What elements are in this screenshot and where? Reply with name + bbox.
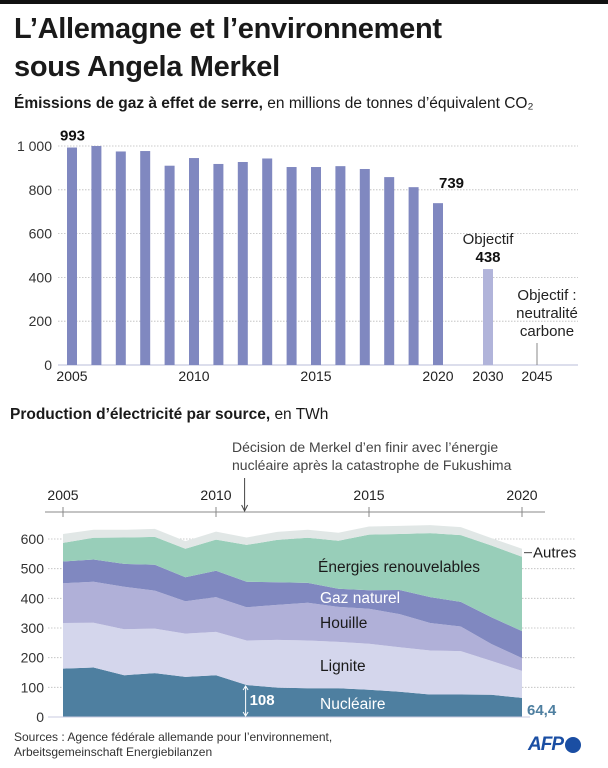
bar-2017 (359, 168, 370, 365)
y-tick-label: 500 (21, 561, 45, 577)
y-tick-label: 600 (29, 226, 53, 242)
neutrality-annotation-line: neutralité (516, 305, 578, 322)
y-tick-label: 600 (21, 531, 45, 547)
y-tick-label: 200 (29, 313, 53, 329)
fukushima-annotation-line-2: nucléaire après la catastrophe de Fukush… (232, 457, 512, 473)
data-label-2020: 739 (439, 175, 464, 192)
electricity-area-chart: 2005 2010 2015 2020 0 100 200 300 400 500 600 Nuclé… (21, 478, 576, 725)
x-tick-label: 2010 (178, 368, 209, 384)
area-houille (63, 581, 522, 671)
sources-line-1: Sources : Agence fédérale allemande pour… (14, 730, 333, 744)
y-tick-label: 100 (21, 679, 45, 695)
y-tick-label: 0 (44, 357, 52, 373)
data-label-nuclear-2020: 64,4 (527, 702, 557, 719)
area-lignite (63, 622, 522, 698)
series-label: Nucléaire (320, 696, 385, 713)
emissions-bar-chart: 0 200 400 600 800 1 000 2005 2010 2015 2020 2030 20… (17, 128, 578, 384)
measure-arrow-up-icon (242, 685, 249, 691)
afp-logo-text: AFP (528, 734, 564, 755)
fukushima-annotation-line-1: Décision de Merkel d’en finir avec l’éne… (232, 439, 499, 455)
sources-line-2: Arbeitsgemeinschaft Energiebilanzen (14, 745, 213, 759)
y-tick-label: 800 (29, 182, 53, 198)
series-label-autres: Autres (533, 545, 576, 562)
x-tick-label: 2005 (56, 368, 87, 384)
bar-2009 (164, 165, 175, 365)
emissions-title-bold: Émissions de gaz à effet de serre, (14, 95, 263, 112)
series-label: Énergies renouvelables (318, 559, 480, 576)
bar-2015 (311, 167, 321, 365)
electricity-chart-title: Production d’électricité par source, en … (10, 406, 328, 424)
data-label-nuclear-2011: 108 (250, 692, 275, 709)
bar-2013 (262, 158, 273, 365)
x-tick-label: 2010 (200, 487, 231, 503)
bar-2011 (213, 163, 224, 365)
bar-2005 (67, 147, 77, 365)
bar-2019 (408, 187, 419, 365)
x-tick-label: 2005 (47, 487, 78, 503)
y-tick-label: 1 000 (17, 138, 52, 154)
y-tick-label: 300 (21, 620, 45, 636)
electricity-title-bold: Production d’électricité par source, (10, 406, 271, 423)
bar-2008 (140, 151, 151, 365)
x-tick-label: 2020 (422, 368, 453, 384)
x-tick-label: 2015 (353, 487, 384, 503)
data-label-2005: 993 (60, 128, 85, 145)
afp-logo: AFP (528, 734, 581, 756)
neutrality-annotation-line: Objectif : (517, 287, 576, 304)
area-nucl-aire (63, 667, 522, 717)
target-bar-2030 (483, 269, 493, 365)
bar-2014 (286, 167, 297, 365)
y-tick-label: 0 (36, 709, 44, 725)
emissions-chart-title: Émissions de gaz à effet de serre, en mi… (14, 95, 534, 113)
bar-2007 (115, 151, 126, 365)
emissions-title-unit: en millions de tonnes d’équivalent CO₂ (267, 95, 534, 112)
area--nergies-renouvelables (63, 533, 522, 632)
y-tick-label: 200 (21, 650, 45, 666)
series-label: Lignite (320, 658, 366, 675)
top-rule (0, 0, 608, 4)
x-tick-label: 2030 (472, 368, 503, 384)
neutrality-annotation-line: carbone (520, 323, 574, 340)
title-line-1: L’Allemagne et l’environnement (14, 13, 442, 45)
y-tick-label: 400 (21, 590, 45, 606)
afp-logo-dot-icon (565, 737, 581, 753)
bar-2016 (335, 166, 346, 365)
fukushima-annotation: Décision de Merkel d’en finir avec l’éne… (232, 438, 511, 474)
bar-2006 (91, 146, 102, 365)
electricity-title-unit: en TWh (274, 406, 329, 423)
page-title: L’Allemagne et l’environnement sous Ange… (14, 10, 442, 86)
target-label-prefix: Objectif (463, 231, 515, 248)
bar-2020 (433, 203, 443, 365)
event-arrow-head-icon (241, 504, 249, 513)
series-label: Gaz naturel (320, 590, 400, 607)
sources: Sources : Agence fédérale allemande pour… (14, 730, 332, 760)
x-tick-label: 2045 (521, 368, 552, 384)
area-autres (63, 525, 522, 557)
x-tick-label: 2020 (506, 487, 537, 503)
bar-2018 (384, 177, 395, 365)
y-tick-label: 400 (29, 269, 53, 285)
bar-2012 (237, 161, 248, 365)
x-tick-label: 2015 (300, 368, 331, 384)
area-gaz-naturel (63, 559, 522, 659)
title-line-2: sous Angela Merkel (14, 51, 280, 83)
data-label-2030: 438 (475, 249, 500, 266)
bar-2010 (189, 158, 199, 365)
series-label: Houille (320, 615, 367, 632)
measure-arrow-down-icon (242, 711, 249, 717)
